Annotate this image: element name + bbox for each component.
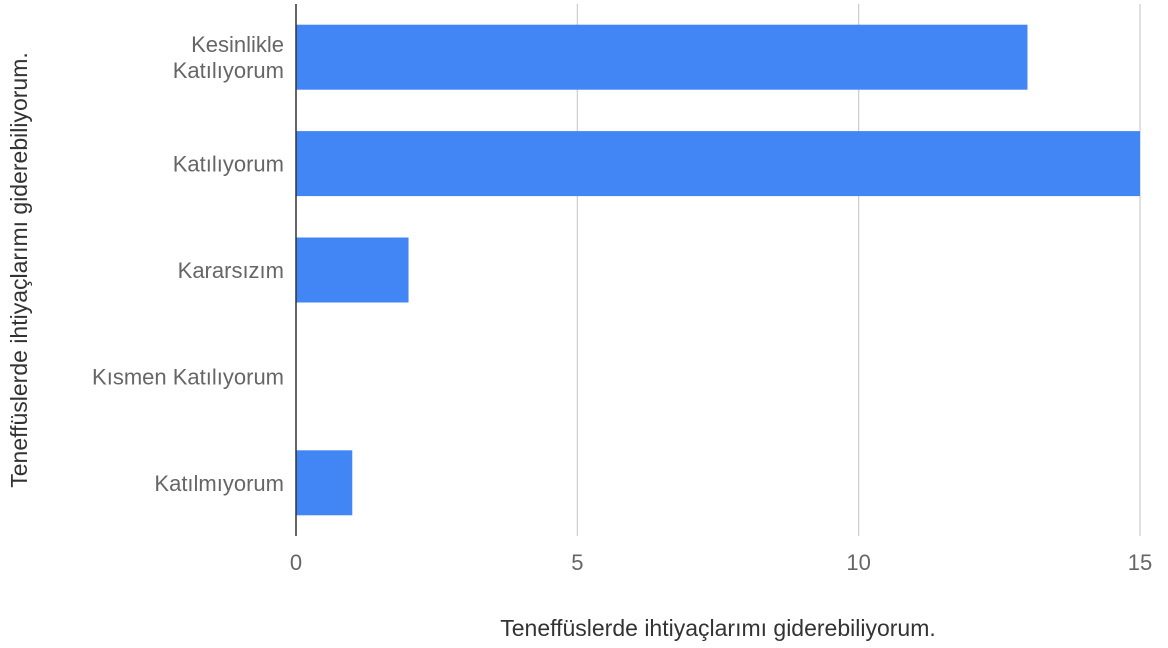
bar-0 <box>296 24 1028 90</box>
x-tick-labels: 0 5 10 15 <box>290 550 1152 575</box>
x-tick-label-2: 10 <box>846 550 870 575</box>
category-label-1: Katılıyorum <box>173 152 284 177</box>
y-axis-title: Teneffüslerde ihtiyaçlarımı giderebiliyo… <box>6 52 32 488</box>
x-tick-label-3: 15 <box>1128 550 1152 575</box>
bar-1 <box>296 131 1140 197</box>
category-label-line: Kararsızım <box>178 258 284 283</box>
bar-4 <box>296 450 353 516</box>
x-tick-label-0: 0 <box>290 550 302 575</box>
category-label-line: Katılıyorum <box>173 152 284 177</box>
category-label-3: Kısmen Katılıyorum <box>92 364 284 389</box>
category-label-line: Kesinlikle <box>191 32 284 57</box>
x-axis-title: Teneffüslerde ihtiyaçlarımı giderebiliyo… <box>500 615 936 641</box>
category-labels: Kesinlikle KatılıyorumKatılıyorumKararsız… <box>92 32 284 496</box>
category-label-line: Katılmıyorum <box>154 471 284 496</box>
category-label-line: Katılıyorum <box>173 58 284 83</box>
bar-2 <box>296 237 409 303</box>
category-label-0: Kesinlikle Katılıyorum <box>173 32 284 83</box>
category-label-2: Kararsızım <box>178 258 284 283</box>
category-label-line: Kısmen Katılıyorum <box>92 364 284 389</box>
gridlines <box>576 4 1141 536</box>
bars <box>296 24 1140 516</box>
category-label-4: Katılmıyorum <box>154 471 284 496</box>
x-tick-label-1: 5 <box>571 550 583 575</box>
